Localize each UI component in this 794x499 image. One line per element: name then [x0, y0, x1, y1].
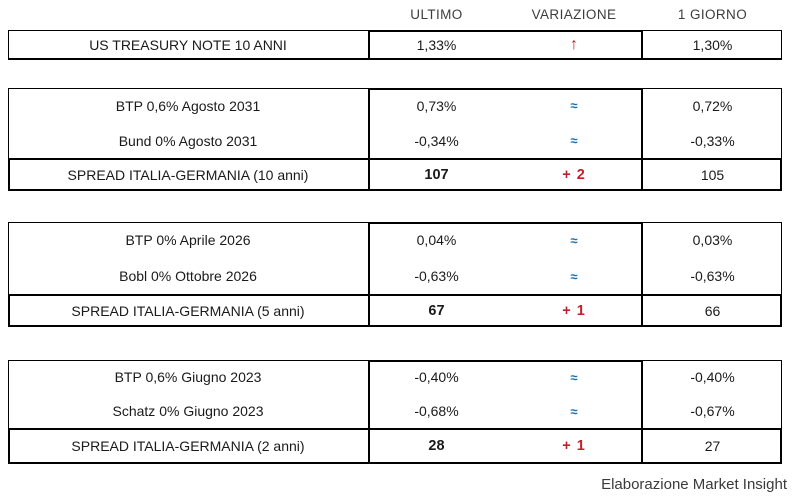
ultimo-value: -0,40%	[414, 369, 459, 385]
spread-row: SPREAD ITALIA-GERMANIA (2 anni) 28 + 1 2…	[8, 428, 782, 464]
row-label: Bobl 0% Ottobre 2026	[119, 268, 257, 284]
ultimo-variazione-box	[368, 360, 643, 464]
spread-ultimo-value: 107	[424, 166, 449, 183]
row-label: Schatz 0% Giugno 2023	[112, 403, 264, 419]
spread-row: SPREAD ITALIA-GERMANIA (5 anni) 67 + 1 6…	[8, 294, 782, 327]
spread-5y-table: BTP 0% Aprile 2026 0,04% ≈ 0,03% Bobl 0%…	[8, 222, 782, 327]
table-row: BTP 0,6% Giugno 2023 -0,40% ≈ -0,40%	[8, 360, 782, 394]
header-spacer	[8, 5, 368, 23]
ultimo-value: 1,33%	[416, 37, 457, 53]
column-header-variazione: VARIAZIONE	[531, 6, 617, 22]
row-label: US TREASURY NOTE 10 ANNI	[89, 37, 287, 53]
source-attribution: Elaborazione Market Insight	[601, 476, 787, 493]
column-header-1-giorno: 1 GIORNO	[677, 6, 748, 22]
column-header-ultimo: ULTIMO	[410, 6, 463, 22]
spread-2y-table: BTP 0,6% Giugno 2023 -0,40% ≈ -0,40% Sch…	[8, 360, 782, 464]
spread-row: SPREAD ITALIA-GERMANIA (10 anni) 107 + 2…	[8, 158, 782, 191]
row-label: BTP 0,6% Giugno 2023	[114, 369, 262, 385]
giorno-value: 0,72%	[692, 97, 733, 114]
giorno-value: -0,40%	[690, 369, 735, 385]
giorno-value: -0,67%	[690, 403, 735, 419]
spread-label: SPREAD ITALIA-GERMANIA (2 anni)	[71, 438, 305, 454]
giorno-value: -0,63%	[690, 268, 735, 284]
approx-equal-icon: ≈	[570, 369, 578, 385]
table-row: Bobl 0% Ottobre 2026 -0,63% ≈ -0,63%	[8, 258, 782, 294]
approx-equal-icon: ≈	[570, 98, 578, 113]
ultimo-value: -0,34%	[414, 132, 459, 149]
ultimo-value: 0,73%	[416, 97, 457, 114]
table-header: ULTIMO VARIAZIONE 1 GIORNO	[8, 5, 782, 23]
spread-10y-table: BTP 0,6% Agosto 2031 0,73% ≈ 0,72% Bund …	[8, 88, 782, 191]
row-label: BTP 0% Aprile 2026	[125, 232, 251, 248]
ultimo-value: 0,04%	[416, 232, 457, 248]
row-label: BTP 0,6% Agosto 2031	[115, 97, 261, 114]
ultimo-value: -0,63%	[414, 268, 459, 284]
table-row: BTP 0,6% Agosto 2031 0,73% ≈ 0,72%	[8, 88, 782, 123]
giorno-value: 1,30%	[692, 37, 733, 53]
approx-equal-icon: ≈	[570, 268, 578, 284]
table-row: US TREASURY NOTE 10 ANNI 1,33% ↑ 1,30%	[8, 30, 782, 60]
ultimo-variazione-box	[368, 88, 643, 191]
giorno-value: 0,03%	[692, 232, 733, 248]
spread-giorno-value: 105	[700, 166, 725, 183]
approx-equal-icon: ≈	[570, 232, 578, 248]
approx-equal-icon: ≈	[570, 133, 578, 148]
ultimo-variazione-box	[368, 222, 643, 327]
ultimo-variazione-box	[368, 30, 643, 60]
table-row: BTP 0% Aprile 2026 0,04% ≈ 0,03%	[8, 222, 782, 258]
spread-ultimo-value: 67	[428, 302, 445, 319]
up-arrow-icon: ↑	[570, 36, 578, 53]
ultimo-value: -0,68%	[414, 403, 459, 419]
spread-change-value: + 1	[562, 438, 586, 454]
spread-giorno-value: 27	[704, 438, 721, 454]
spread-giorno-value: 66	[704, 302, 721, 319]
us-treasury-table: US TREASURY NOTE 10 ANNI 1,33% ↑ 1,30%	[8, 30, 782, 60]
spread-label: SPREAD ITALIA-GERMANIA (10 anni)	[67, 166, 309, 183]
approx-equal-icon: ≈	[570, 403, 578, 419]
giorno-value: -0,33%	[690, 132, 735, 149]
row-label: Bund 0% Agosto 2031	[118, 132, 258, 149]
table-row: Bund 0% Agosto 2031 -0,34% ≈ -0,33%	[8, 123, 782, 158]
spread-change-value: + 2	[562, 166, 586, 183]
spread-change-value: + 1	[562, 302, 586, 319]
spread-ultimo-value: 28	[428, 438, 445, 454]
spread-label: SPREAD ITALIA-GERMANIA (5 anni)	[71, 302, 305, 319]
table-row: Schatz 0% Giugno 2023 -0,68% ≈ -0,67%	[8, 394, 782, 428]
